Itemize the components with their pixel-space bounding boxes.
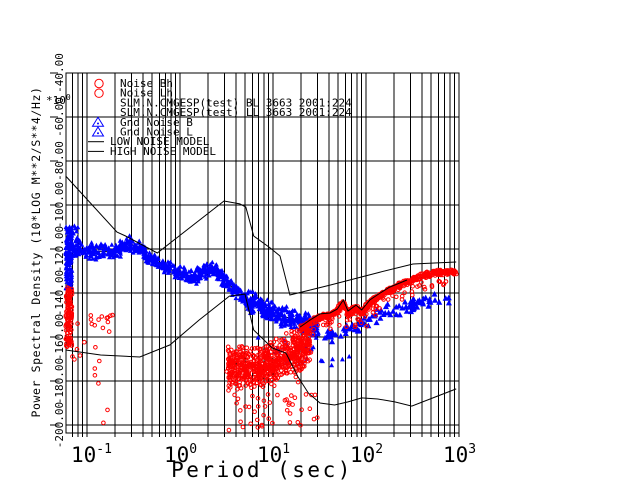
plot-grid (66, 72, 459, 433)
y-tick-label: -180.00 (53, 358, 66, 404)
legend-triangle-icon (91, 126, 105, 137)
legend-label: Noise Bh (120, 77, 173, 90)
x-tick-label: 102 (350, 442, 383, 467)
legend-label: HIGH NOISE MODEL (110, 145, 216, 158)
line-hnm (65, 175, 457, 296)
legend-circle-icon (94, 88, 104, 98)
legend-entry: Gnd Noise L (91, 126, 193, 139)
y-tick-label: -120.00 (53, 226, 66, 272)
series-noise-lh (299, 273, 449, 345)
x-tick-label: 10-1 (71, 442, 112, 467)
y-axis: -40.00-60.00-80.00-100.00-120.00-140.00-… (29, 53, 71, 448)
line-lnm (65, 293, 457, 407)
legend-entry: LOW NOISE MODEL (88, 135, 210, 148)
series-noise-lh (232, 392, 320, 430)
legend-triangle-icon (91, 116, 105, 127)
series-noise-bh (70, 312, 115, 426)
y-tick-label: -200.00 (53, 402, 66, 448)
legend-circle-icon (94, 78, 104, 89)
legend-entry: Noise Lh (94, 87, 173, 100)
legend-entry: SLM.N.CMGESP(test) BL 3663 2001:224 (120, 96, 352, 109)
legend-entry: SLM.N.CMGESP(test) LL 3663 2001:224 (120, 106, 352, 119)
y-tick-label: -160.00 (53, 314, 66, 360)
y-tick-label: -140.00 (53, 270, 66, 316)
legend-entry: Noise Bh (94, 77, 173, 90)
legend-label: Noise Lh (120, 87, 173, 100)
legend-label: Gnd Noise B (120, 116, 193, 129)
y-axis-title: Power Spectral Density (10*LOG M**2/S**4… (29, 86, 43, 417)
x-axis-title: Period (sec) (171, 458, 353, 480)
traces-over (65, 175, 457, 407)
y-tick-label: -40.00 (53, 53, 66, 93)
data-points (63, 223, 459, 433)
legend-triangle-dot (97, 122, 99, 125)
legend-label: SLM.N.CMGESP(test) LL 3663 2001:224 (120, 106, 352, 119)
y-tick-label: -80.00 (53, 141, 66, 181)
y-tick-label: -60.00 (53, 97, 66, 137)
y-axis-multiplier: *100 (46, 93, 71, 107)
series-noise-bh (63, 285, 75, 350)
legend-label: Gnd Noise L (120, 126, 193, 139)
line-slm_ll (299, 279, 408, 328)
legend-label: SLM.N.CMGESP(test) BL 3663 2001:224 (120, 96, 352, 109)
legend-entry: HIGH NOISE MODEL (88, 145, 216, 158)
legend-label: LOW NOISE MODEL (110, 135, 210, 148)
legend-triangle-dot (97, 132, 99, 135)
x-tick-label: 103 (443, 442, 476, 467)
y-tick-label: -100.00 (53, 182, 66, 228)
